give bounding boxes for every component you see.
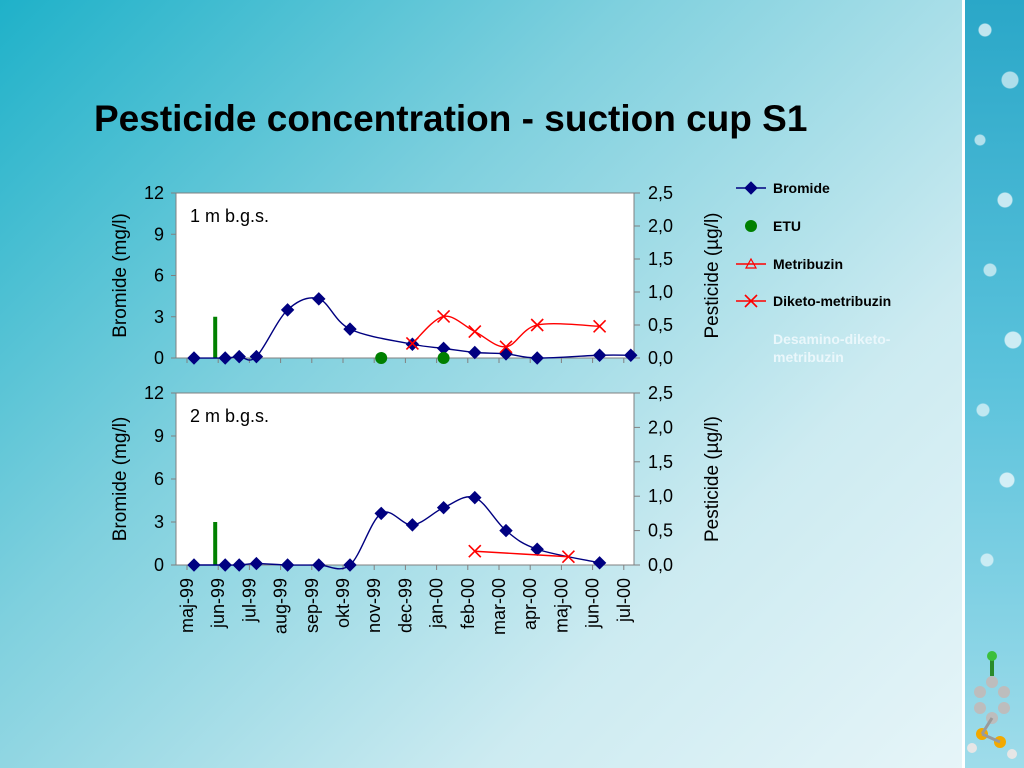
data-point-bromide	[436, 500, 451, 515]
data-point-diketo-metribuzin	[499, 340, 513, 354]
right-tick-label: 2,5	[648, 383, 673, 403]
data-point-bromide	[499, 523, 513, 538]
left-tick-label: 12	[144, 383, 164, 403]
right-axis-title: Pesticide (µg/l)	[702, 212, 723, 338]
right-axis-title: Pesticide (µg/l)	[702, 416, 723, 542]
right-tick-label: 2,0	[648, 417, 673, 437]
data-point-bromide	[468, 490, 482, 505]
right-tick-label: 1,5	[648, 452, 673, 472]
right-tick-label: 1,0	[648, 282, 673, 302]
x-tick-label: apr-00	[520, 578, 540, 630]
data-point-bromide	[468, 345, 482, 360]
data-point-diketo-metribuzin	[593, 319, 607, 333]
plot-area-panel-1	[175, 192, 635, 359]
legend-label-desamino-line1: Desamino-diketo-	[773, 331, 891, 347]
data-point-bromide	[187, 351, 201, 365]
data-point-diketo-metribuzin	[468, 325, 482, 339]
x-tick-label: jul-99	[239, 578, 259, 623]
legend-marker-diketo-metribuzin	[744, 294, 758, 308]
data-point-diketo-metribuzin	[530, 318, 544, 332]
x-tick-label: jan-00	[427, 578, 447, 629]
right-tick-label: 2,0	[648, 216, 673, 236]
right-tick-label: 0,0	[648, 555, 673, 575]
left-tick-label: 6	[154, 266, 164, 286]
data-point-etu	[375, 352, 388, 364]
legend-label-desamino-line2: metribuzin	[773, 349, 844, 365]
data-point-bromide	[249, 556, 264, 571]
legend-label-diketo-metribuzin: Diketo-metribuzin	[773, 293, 891, 309]
x-tick-label: sep-99	[302, 578, 322, 633]
x-tick-label: feb-00	[458, 578, 478, 629]
data-point-bromide	[232, 349, 246, 364]
data-point-bromide	[187, 558, 201, 572]
legend-label-etu: ETU	[773, 218, 801, 234]
data-point-bromide	[312, 558, 326, 572]
data-point-bromide	[280, 303, 295, 317]
data-point-bromide	[218, 351, 232, 365]
x-tick-label: jul-00	[614, 578, 634, 623]
x-tick-label: okt-99	[333, 578, 353, 628]
x-tick-label: jun-99	[208, 578, 228, 629]
x-tick-label: nov-99	[364, 578, 384, 633]
data-point-diketo-metribuzin	[437, 309, 451, 323]
right-tick-label: 2,5	[648, 183, 673, 203]
series-line-diketo-metribuzin	[474, 550, 569, 558]
data-point-bromide	[374, 506, 388, 521]
left-tick-label: 0	[154, 555, 164, 575]
x-tick-label: aug-99	[271, 578, 291, 634]
left-tick-label: 0	[154, 348, 164, 368]
data-point-bromide	[232, 558, 246, 572]
left-tick-label: 3	[154, 307, 164, 327]
data-point-bromide	[624, 348, 638, 362]
data-point-bromide	[592, 556, 607, 570]
left-axis-title: Bromide (mg/l)	[110, 213, 131, 338]
data-point-bromide	[218, 558, 232, 572]
data-point-bromide	[343, 558, 357, 572]
x-tick-label: jun-00	[583, 578, 603, 629]
left-tick-label: 12	[144, 183, 164, 203]
legend-marker-metribuzin	[744, 257, 758, 269]
left-tick-label: 3	[154, 512, 164, 532]
right-tick-label: 0,5	[648, 521, 673, 541]
data-point-bromide	[343, 322, 357, 336]
x-tick-label: dec-99	[395, 578, 415, 633]
panel-depth-label: 2 m b.g.s.	[190, 406, 269, 426]
data-point-bromide	[405, 518, 420, 532]
data-point-bromide	[312, 292, 326, 306]
x-tick-label: maj-00	[551, 578, 571, 633]
plot-area-panel-2	[175, 392, 635, 566]
legend-marker-bromide	[744, 181, 758, 195]
right-tick-label: 0,5	[648, 315, 673, 335]
data-point-bromide	[592, 348, 607, 362]
left-tick-label: 9	[154, 426, 164, 446]
left-axis-title: Bromide (mg/l)	[110, 417, 131, 542]
chart-area: 0 3 6 9 12 0,0 0,5 1,0 1,5 2,0 2,5 Bromide (mg/l) Pe…	[110, 180, 891, 635]
page-title: Pesticide concentration - suction cup S1	[94, 98, 808, 139]
data-point-bromide	[280, 558, 295, 572]
data-point-diketo-metribuzin	[405, 336, 419, 351]
right-tick-label: 0,0	[648, 348, 673, 368]
data-point-bromide	[530, 351, 544, 365]
molecule-icon	[967, 651, 1017, 759]
decorative-water-strip	[962, 0, 1024, 768]
data-point-diketo-metribuzin	[468, 544, 482, 558]
right-tick-label: 1,0	[648, 486, 673, 506]
legend-label-metribuzin: Metribuzin	[773, 256, 843, 272]
x-tick-label: maj-99	[177, 578, 197, 633]
legend-marker-etu	[745, 220, 757, 232]
series-line-diketo-metribuzin	[411, 315, 600, 348]
data-point-etu	[437, 352, 450, 364]
data-point-diketo-metribuzin	[561, 550, 575, 564]
right-tick-label: 1,5	[648, 249, 673, 269]
data-point-bromide	[249, 349, 264, 364]
panel-depth-label: 1 m b.g.s.	[190, 206, 269, 226]
x-tick-label: mar-00	[489, 578, 509, 635]
left-tick-label: 6	[154, 469, 164, 489]
left-tick-label: 9	[154, 224, 164, 244]
legend-label-bromide: Bromide	[773, 180, 830, 196]
